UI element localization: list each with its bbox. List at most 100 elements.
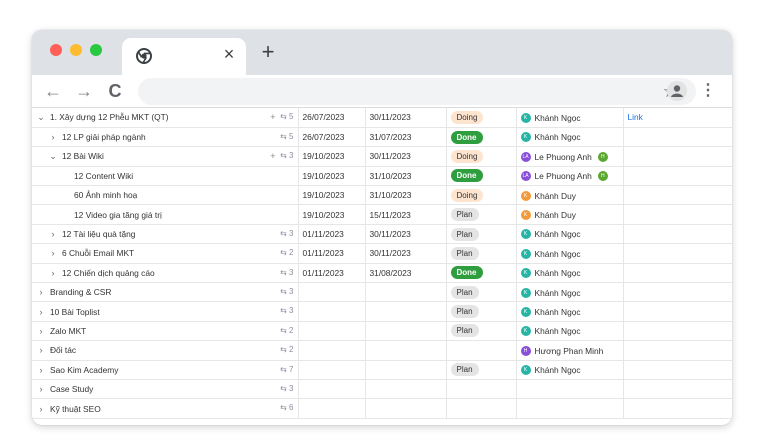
table-row[interactable]: › Case Study ⇆ 3 — [32, 379, 732, 400]
start-date[interactable]: 01/11/2023 — [298, 243, 366, 264]
start-date[interactable] — [298, 360, 366, 380]
task-name-cell[interactable]: › Sao Kim Academy ⇆ 7 — [32, 360, 299, 380]
assignee-cell[interactable]: H Hương Phan Minh — [516, 340, 624, 361]
assignee-cell[interactable] — [516, 379, 624, 400]
back-icon[interactable]: ← — [44, 81, 62, 101]
start-date[interactable] — [298, 321, 366, 342]
due-date[interactable] — [365, 340, 447, 361]
table-row[interactable]: › Branding & CSR ⇆ 3 Plan K Khánh Ngọc — [32, 282, 732, 303]
due-date[interactable] — [365, 379, 447, 400]
assignee-cell[interactable]: LA Le Phuong Anh H — [516, 146, 624, 167]
minimize-window-dot[interactable] — [70, 44, 82, 56]
assignee-cell[interactable]: K Khánh Duy — [516, 204, 624, 225]
link-cell[interactable]: Link — [623, 108, 732, 128]
status-cell[interactable]: Done — [446, 166, 517, 187]
task-name-cell[interactable]: 12 Video gia tăng giá trị — [32, 204, 299, 225]
task-name-cell[interactable]: › 12 Tài liệu quà tặng ⇆ 3 — [32, 224, 299, 245]
link-cell[interactable] — [623, 282, 732, 303]
link-cell[interactable] — [623, 360, 732, 380]
start-date[interactable] — [298, 301, 366, 322]
assignee-cell[interactable]: K Khánh Ngọc — [516, 282, 624, 303]
chevron-right-icon[interactable]: › — [51, 132, 55, 143]
assignee-cell[interactable]: K Khánh Ngọc — [516, 127, 624, 148]
chevron-right-icon[interactable]: › — [51, 267, 55, 278]
link-cell[interactable] — [623, 340, 732, 361]
assignee-cell[interactable]: K Khánh Ngọc — [516, 301, 624, 322]
table-row[interactable]: › Sao Kim Academy ⇆ 7 Plan K Khánh Ngọc — [32, 360, 732, 380]
status-cell[interactable]: Plan — [446, 321, 517, 342]
start-date[interactable]: 19/10/2023 — [298, 204, 366, 225]
chevron-down-icon[interactable]: ⌄ — [49, 150, 57, 161]
link-cell[interactable] — [623, 398, 732, 419]
start-date[interactable]: 26/07/2023 — [298, 108, 366, 128]
due-date[interactable]: 30/11/2023 — [365, 146, 447, 167]
link-cell[interactable] — [623, 204, 732, 225]
table-row[interactable]: 12 Video gia tăng giá trị 19/10/2023 15/11… — [32, 204, 732, 225]
chevron-down-icon[interactable]: ⌄ — [37, 111, 45, 122]
chevron-right-icon[interactable]: › — [39, 345, 43, 356]
table-row[interactable]: › 6 Chuỗi Email MKT ⇆ 2 01/11/2023 30/11/202… — [32, 243, 732, 264]
start-date[interactable] — [298, 379, 366, 400]
new-tab-button[interactable]: + — [261, 39, 275, 64]
start-date[interactable]: 19/10/2023 — [298, 146, 366, 167]
chevron-right-icon[interactable]: › — [39, 403, 43, 414]
table-row[interactable]: › Đối tác ⇆ 2 H Hương Phan Minh — [32, 340, 732, 361]
table-row[interactable]: ⌄ 12 Bài Wiki + ⇆ 3 19/10/2023 30/11/2023 Doin… — [32, 146, 732, 167]
due-date[interactable]: 31/10/2023 — [365, 166, 447, 187]
link-cell[interactable] — [623, 321, 732, 342]
due-date[interactable]: 31/07/2023 — [365, 127, 447, 148]
forward-icon[interactable]: → — [75, 81, 93, 101]
table-row[interactable]: › 12 Chiến dịch quảng cáo ⇆ 3 01/11/2023 31/… — [32, 263, 732, 284]
due-date[interactable]: 30/11/2023 — [365, 224, 447, 245]
chevron-right-icon[interactable]: › — [39, 384, 43, 395]
due-date[interactable] — [365, 282, 447, 303]
add-subtask-icon[interactable]: + — [270, 112, 276, 122]
chevron-right-icon[interactable]: › — [39, 325, 43, 336]
table-row[interactable]: ⌄ 1. Xây dựng 12 Phễu MKT (QT) + ⇆ 5 26/07/2… — [32, 108, 732, 128]
assignee-cell[interactable]: K Khánh Ngọc — [516, 263, 624, 284]
browser-menu-icon[interactable]: ⋮ — [700, 82, 716, 99]
due-date[interactable] — [365, 301, 447, 322]
assignee-cell[interactable]: K Khánh Ngọc — [516, 224, 624, 245]
reload-icon[interactable]: C — [108, 81, 122, 101]
status-cell[interactable]: Plan — [446, 243, 517, 264]
start-date[interactable]: 19/10/2023 — [298, 166, 366, 187]
assignee-cell[interactable] — [516, 398, 624, 419]
assignee-cell[interactable]: K Khánh Ngọc — [516, 243, 624, 264]
status-cell[interactable]: Doing — [446, 146, 517, 167]
link-cell[interactable] — [623, 379, 732, 400]
add-subtask-icon[interactable]: + — [270, 151, 276, 162]
table-row[interactable]: 60 Ảnh minh hoạ 19/10/2023 31/10/2023 Doing… — [32, 185, 732, 206]
due-date[interactable] — [365, 360, 447, 380]
status-cell[interactable]: Done — [446, 263, 517, 284]
start-date[interactable]: 01/11/2023 — [298, 224, 366, 245]
link-cell[interactable] — [623, 224, 732, 245]
address-bar[interactable]: ☆ — [138, 78, 696, 105]
task-name-cell[interactable]: 60 Ảnh minh hoạ — [32, 185, 299, 206]
chevron-right-icon[interactable]: › — [51, 248, 55, 259]
link-cell[interactable] — [623, 185, 732, 206]
chevron-right-icon[interactable]: › — [51, 229, 55, 240]
assignee-cell[interactable]: K Khánh Ngọc — [516, 360, 624, 380]
table-row[interactable]: › Kỹ thuật SEO ⇆ 6 — [32, 398, 732, 419]
table-row[interactable]: 12 Content Wiki 19/10/2023 31/10/2023 Done L… — [32, 166, 732, 187]
table-row[interactable]: › 12 Tài liệu quà tặng ⇆ 3 01/11/2023 30/11/… — [32, 224, 732, 245]
due-date[interactable]: 31/10/2023 — [365, 185, 447, 206]
start-date[interactable]: 19/10/2023 — [298, 185, 366, 206]
status-cell[interactable]: Doing — [446, 108, 517, 128]
table-row[interactable]: › 10 Bài Toplist ⇆ 3 Plan K Khánh Ngọc — [32, 301, 732, 322]
start-date[interactable]: 26/07/2023 — [298, 127, 366, 148]
assignee-cell[interactable]: K Khánh Ngọc — [516, 108, 624, 128]
link-cell[interactable] — [623, 146, 732, 167]
task-name-cell[interactable]: › Đối tác ⇆ 2 — [32, 340, 299, 361]
task-name-cell[interactable]: › 6 Chuỗi Email MKT ⇆ 2 — [32, 243, 299, 264]
status-cell[interactable] — [446, 379, 517, 400]
chevron-right-icon[interactable]: › — [39, 306, 43, 317]
link-cell[interactable] — [623, 127, 732, 148]
active-tab[interactable]: × — [122, 38, 246, 75]
status-cell[interactable] — [446, 340, 517, 361]
start-date[interactable]: 01/11/2023 — [298, 263, 366, 284]
link-cell[interactable] — [623, 243, 732, 264]
task-name-cell[interactable]: › 12 Chiến dịch quảng cáo ⇆ 3 — [32, 263, 299, 284]
chevron-right-icon[interactable]: › — [39, 364, 43, 375]
